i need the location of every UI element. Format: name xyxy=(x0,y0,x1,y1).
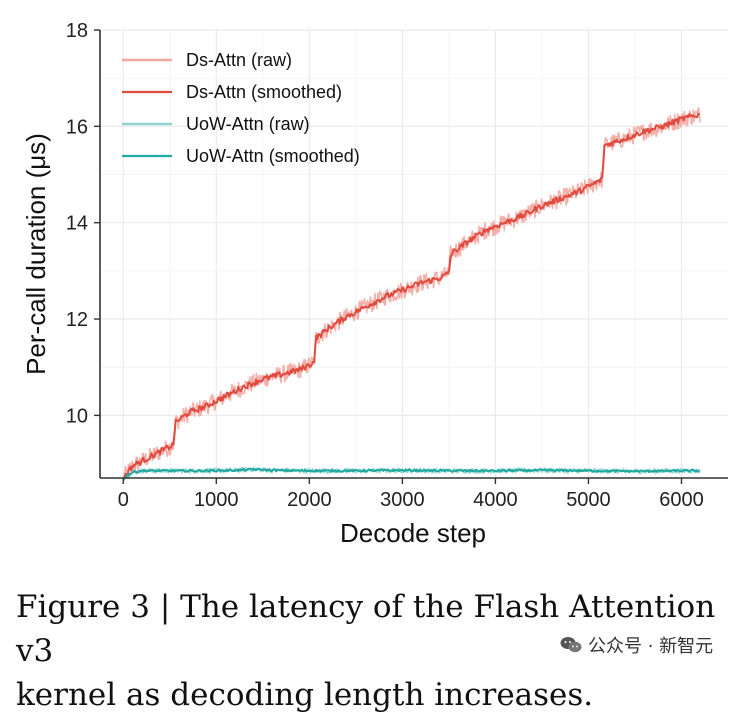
x-tick-label: 6000 xyxy=(659,489,704,511)
chart: 0 1000 2000 3000 4000 5000 6000 10 12 14 16 18 Ds-A… xyxy=(21,20,728,548)
y-tick-label: 12 xyxy=(66,309,88,331)
x-tick-label: 1000 xyxy=(194,489,239,511)
legend-label-uow-attn-smoothed: UoW-Attn (smoothed) xyxy=(186,146,360,166)
x-tick-label: 3000 xyxy=(380,489,425,511)
x-axis-title: Decode step xyxy=(340,518,486,548)
grid xyxy=(100,29,728,478)
chart-svg: 0 1000 2000 3000 4000 5000 6000 10 12 14 16 18 Ds-A… xyxy=(21,20,728,548)
y-tick-label: 10 xyxy=(66,405,88,427)
series-line-uow-attn-smoothed xyxy=(122,467,700,479)
x-tick-label: 0 xyxy=(118,489,129,511)
series-line-ds-attn-smoothed xyxy=(122,112,701,480)
legend-label-ds-attn-smoothed: Ds-Attn (smoothed) xyxy=(186,82,342,102)
x-tick-label: 2000 xyxy=(287,489,332,511)
caption-line-1: Figure 3 | The latency of the Flash Atte… xyxy=(16,589,716,669)
y-axis-title: Per-call duration (μs) xyxy=(21,133,51,375)
watermark-text: 公众号 · 新智元 xyxy=(588,636,714,657)
x-tick-label: 5000 xyxy=(566,489,611,511)
plot-area xyxy=(122,107,701,482)
legend-label-uow-attn-raw: UoW-Attn (raw) xyxy=(186,114,310,134)
axes: 0 1000 2000 3000 4000 5000 6000 10 12 14 16 18 xyxy=(66,20,728,511)
watermark: 公众号 · 新智元 xyxy=(560,632,713,658)
x-tick-label: 4000 xyxy=(473,489,518,511)
y-tick-label: 18 xyxy=(66,20,88,42)
caption-line-2: kernel as decoding length increases. xyxy=(16,677,594,713)
y-tick-label: 16 xyxy=(66,116,88,138)
wechat-icon xyxy=(560,637,582,653)
y-tick-label: 14 xyxy=(66,213,88,235)
legend-label-ds-attn-raw: Ds-Attn (raw) xyxy=(186,50,292,70)
legend: Ds-Attn (raw) Ds-Attn (smoothed) UoW-Attn … xyxy=(122,50,360,166)
